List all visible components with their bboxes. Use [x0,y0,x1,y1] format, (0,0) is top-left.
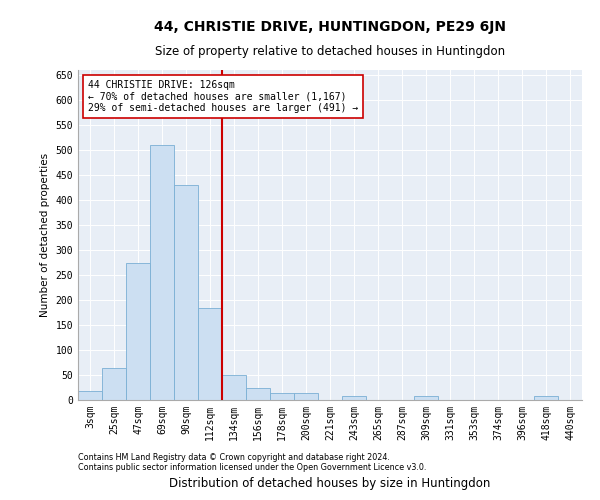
Bar [222,375,246,400]
Bar [294,392,318,400]
Text: Contains HM Land Registry data © Crown copyright and database right 2024.: Contains HM Land Registry data © Crown c… [78,454,390,462]
Bar [174,185,198,400]
Text: Size of property relative to detached houses in Huntingdon: Size of property relative to detached ho… [155,45,505,58]
Bar [126,262,150,400]
Bar [414,396,438,400]
Text: 44 CHRISTIE DRIVE: 126sqm
← 70% of detached houses are smaller (1,167)
29% of se: 44 CHRISTIE DRIVE: 126sqm ← 70% of detac… [88,80,358,113]
Bar [102,368,126,400]
Bar [270,392,294,400]
Bar [246,388,270,400]
Bar [198,308,222,400]
Text: Contains public sector information licensed under the Open Government Licence v3: Contains public sector information licen… [78,464,427,472]
Text: Distribution of detached houses by size in Huntingdon: Distribution of detached houses by size … [169,477,491,490]
Bar [78,391,102,400]
Bar [342,396,366,400]
Y-axis label: Number of detached properties: Number of detached properties [40,153,50,317]
Text: 44, CHRISTIE DRIVE, HUNTINGDON, PE29 6JN: 44, CHRISTIE DRIVE, HUNTINGDON, PE29 6JN [154,20,506,34]
Bar [150,145,174,400]
Bar [534,396,558,400]
